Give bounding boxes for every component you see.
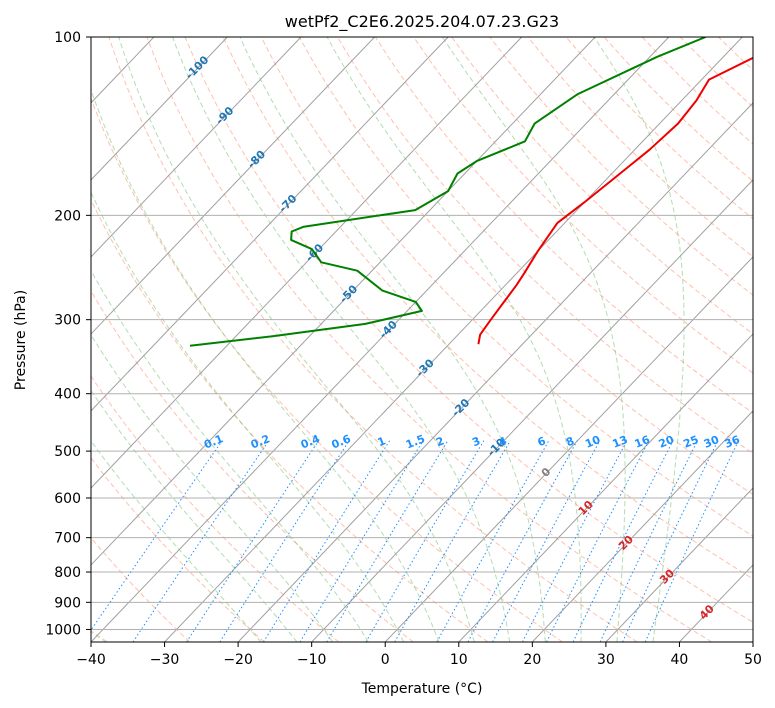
x-axis-label: Temperature (°C) <box>361 681 483 697</box>
mixing-ratio-label: 30 <box>702 433 721 451</box>
mixing-ratio-line <box>572 440 674 642</box>
x-tick-label: 0 <box>381 652 390 668</box>
mixing-ratio-label: 25 <box>681 433 700 451</box>
moist-adiabat-line <box>326 37 582 642</box>
x-tick-label: 40 <box>671 652 689 668</box>
y-tick-label: 200 <box>54 208 81 224</box>
dry-adiabat-line <box>91 457 265 642</box>
dry-adiabat-line <box>108 37 638 642</box>
isotherm-line <box>458 333 753 642</box>
mixing-ratio-line <box>91 440 223 631</box>
isotherm-line <box>311 179 753 642</box>
background-lines <box>0 37 775 642</box>
moist-adiabat-line <box>441 37 626 642</box>
mixing-ratio-label: 1 <box>376 434 388 449</box>
moist-adiabat-line <box>91 389 298 642</box>
dry-adiabat-line <box>336 37 753 454</box>
mixing-ratio-label: 8 <box>564 434 576 449</box>
y-tick-label: 100 <box>54 30 81 46</box>
isotherm-line <box>91 37 523 489</box>
isotherm-line <box>91 37 670 642</box>
dry-adiabat-line <box>146 37 713 642</box>
dewpoint-profile <box>189 37 706 347</box>
isotherm-line <box>164 37 743 642</box>
mixing-ratio-line <box>436 440 550 642</box>
moist-adiabat-line <box>91 269 369 642</box>
dry-adiabat-line <box>91 537 191 642</box>
mixing-ratio-label: 2 <box>434 434 446 449</box>
mixing-ratio-line <box>644 440 740 642</box>
mixing-ratio-line <box>394 440 511 642</box>
mixing-ratio-line <box>219 440 350 642</box>
y-tick-label: 700 <box>54 531 81 547</box>
isotherm-line <box>752 641 753 642</box>
mixing-ratio-label: 3 <box>470 434 482 449</box>
isotherm-line <box>91 37 449 412</box>
x-tick-label: −20 <box>223 652 253 668</box>
mixing-ratio-line <box>299 440 424 642</box>
chart-title: wetPf2_C2E6.2025.204.07.23.G23 <box>285 12 559 32</box>
y-tick-label: 500 <box>54 444 81 460</box>
mixing-ratio-label: 36 <box>723 433 742 451</box>
x-tick-label: 50 <box>744 652 762 668</box>
isotherm-line <box>531 410 753 642</box>
x-tick-label: −40 <box>76 652 106 668</box>
isotherm-line <box>384 256 753 642</box>
mixing-ratio-line <box>365 440 485 642</box>
isotherm-line <box>91 37 228 181</box>
mixing-ratio-line <box>467 440 578 642</box>
y-tick-label: 300 <box>54 313 81 329</box>
x-tick-label: 10 <box>450 652 468 668</box>
y-tick-label: 800 <box>54 565 81 581</box>
moist-adiabat-line <box>118 37 475 642</box>
mixing-ratio-line <box>263 440 391 642</box>
plot-background <box>91 37 753 642</box>
dry-adiabat-line <box>222 37 753 580</box>
isotherm-line <box>237 102 753 642</box>
moist-adiabat-line <box>91 191 405 642</box>
x-tick-label: 30 <box>597 652 615 668</box>
isotherm-line <box>91 37 302 258</box>
isotherm-line <box>605 487 753 642</box>
y-axis-label: Pressure (hPa) <box>13 290 29 390</box>
dry-adiabat-line <box>184 37 753 623</box>
moist-adiabat-line <box>239 37 546 642</box>
plot-frame <box>90 36 754 643</box>
temperature-profile <box>477 56 753 345</box>
x-tick-label: −30 <box>150 652 180 668</box>
y-axis: 100 200 300 400 500 600 700 800 900 1000 <box>45 30 91 638</box>
dry-adiabat-line <box>91 198 489 642</box>
isotherm-line <box>0 37 7 642</box>
moist-adiabat-line <box>593 37 685 642</box>
isotherm-line <box>91 37 375 335</box>
x-tick-label: −10 <box>297 652 327 668</box>
dry-adiabat-line <box>91 97 563 642</box>
x-axis: −40 −30 −20 −10 0 10 20 30 40 50 <box>76 642 762 668</box>
moist-adiabat-line <box>91 88 440 642</box>
mixing-ratio-label: 13 <box>611 433 630 451</box>
dry-adiabat-line <box>757 37 775 642</box>
moist-adiabat-line <box>172 37 511 642</box>
mixing-ratio-label: 16 <box>633 433 652 451</box>
y-tick-label: 400 <box>54 387 81 403</box>
y-tick-label: 600 <box>54 491 81 507</box>
mixing-ratio-line <box>326 440 449 642</box>
dry-adiabat-line <box>375 37 753 414</box>
y-tick-label: 900 <box>54 595 81 611</box>
mixing-ratio-label: 10 <box>583 433 602 451</box>
mixing-ratio-line <box>132 440 270 642</box>
mixing-ratio-label: 20 <box>657 433 676 451</box>
profiles <box>189 37 753 347</box>
y-tick-label: 1000 <box>45 622 81 638</box>
x-tick-label: 20 <box>523 652 541 668</box>
mixing-ratio-line <box>186 440 320 642</box>
moist-adiabat-line <box>91 333 334 642</box>
isotherm-line <box>91 37 596 566</box>
dry-adiabat-line <box>451 37 753 335</box>
